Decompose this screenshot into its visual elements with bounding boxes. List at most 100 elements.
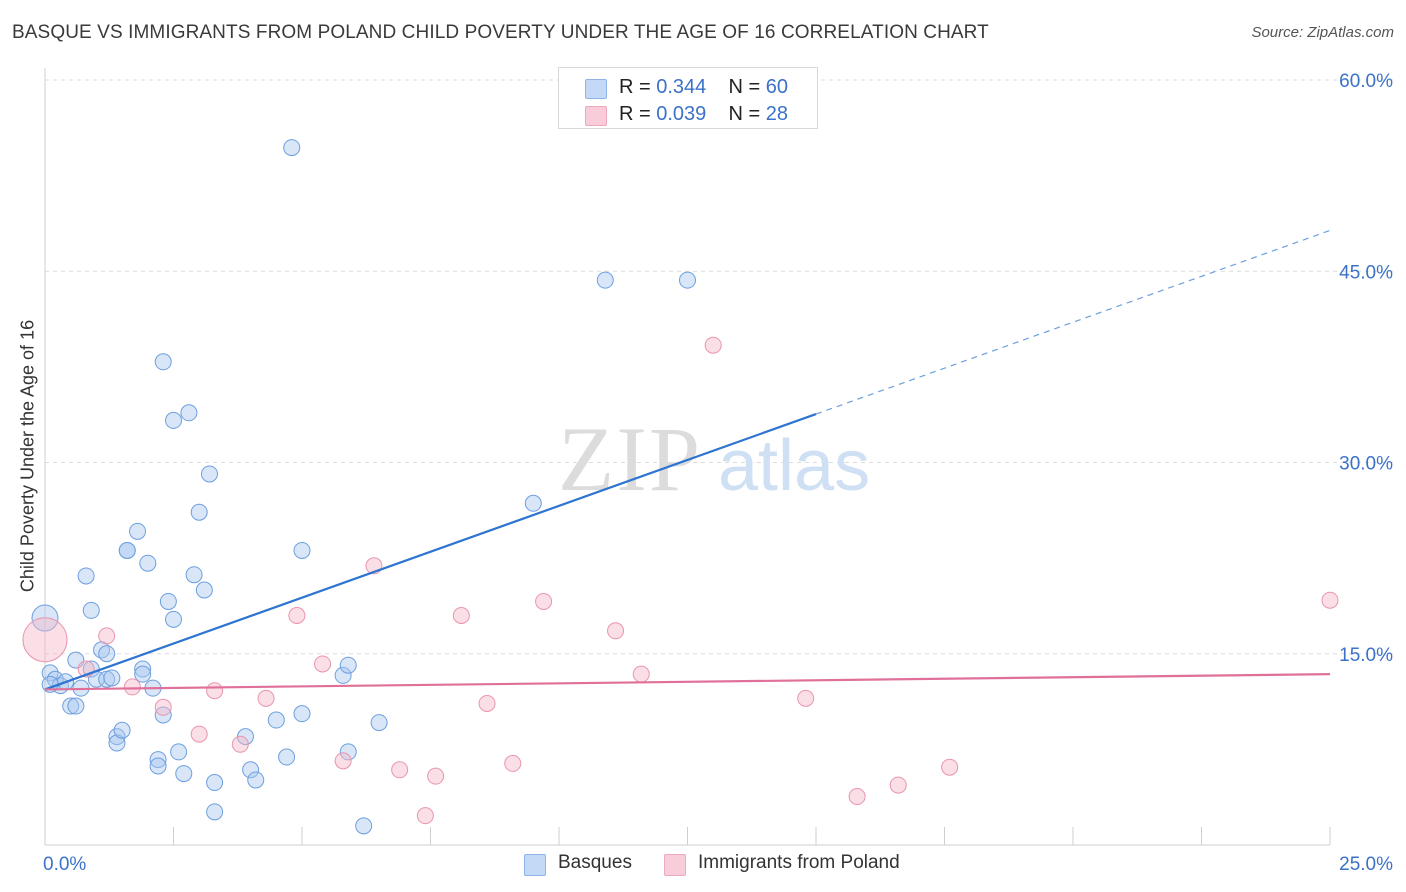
basques-point xyxy=(339,743,357,761)
legend-n-value-poland: 28 xyxy=(765,103,789,125)
basques-point xyxy=(206,803,224,821)
basques-point xyxy=(134,660,152,678)
basques-point xyxy=(293,541,311,559)
basques-point xyxy=(139,554,157,572)
poland-point xyxy=(848,788,866,806)
basques-point xyxy=(67,697,85,715)
poland-point xyxy=(314,655,332,673)
basques-point xyxy=(524,494,542,512)
poland-point xyxy=(504,754,522,772)
basques-point xyxy=(170,743,188,761)
basques-point xyxy=(149,751,167,769)
basques-point xyxy=(175,765,193,783)
basques-point xyxy=(134,665,152,683)
basques-point xyxy=(108,734,126,752)
basques-point xyxy=(180,404,198,422)
y-tick-label: 60.0% xyxy=(1339,71,1393,92)
basques-point xyxy=(195,581,213,599)
legend-n-label-basques: N = xyxy=(728,76,761,98)
y-tick-label: 30.0% xyxy=(1339,454,1393,475)
poland-point xyxy=(416,807,434,825)
legend-r-label-basques: R = xyxy=(619,76,651,98)
bottom-legend-label-poland: Immigrants from Poland xyxy=(698,852,900,873)
bottom-legend-swatch-poland xyxy=(664,854,686,876)
basques-trend-extension xyxy=(815,229,1331,415)
y-tick-label: 15.0% xyxy=(1339,645,1393,666)
poland-point xyxy=(535,592,553,610)
basques-point xyxy=(77,567,95,585)
watermark-atlas: atlas xyxy=(718,426,870,506)
basques-point xyxy=(339,656,357,674)
basques-point xyxy=(267,711,285,729)
basques-point xyxy=(149,757,167,775)
basques-point xyxy=(129,522,147,540)
bottom-legend-label-basques: Basques xyxy=(558,852,632,873)
poland-point xyxy=(1321,591,1339,609)
y-axis-label: Child Poverty Under the Age of 16 xyxy=(17,319,38,593)
legend-r-label-poland: R = xyxy=(619,103,651,125)
legend-n-label-poland: N = xyxy=(728,103,761,125)
basques-point xyxy=(190,503,208,521)
poland-point xyxy=(941,758,959,776)
basques-point xyxy=(103,669,121,687)
basques-point xyxy=(165,411,182,429)
basques-point xyxy=(113,721,131,739)
poland-point xyxy=(206,682,224,700)
basques-point xyxy=(679,271,696,289)
poland-point xyxy=(22,617,68,663)
basques-point xyxy=(159,592,177,610)
poland-point xyxy=(797,689,815,707)
basques-point xyxy=(98,645,116,663)
poland-trend-line xyxy=(44,673,1331,691)
basques-point xyxy=(247,771,265,789)
poland-point xyxy=(391,761,409,779)
basques-point xyxy=(355,817,373,835)
poland-point xyxy=(452,607,470,624)
x-tick-label-max: 25.0% xyxy=(1339,854,1393,875)
basques-point xyxy=(596,271,614,289)
basques-point xyxy=(370,714,388,732)
source-credit: Source: ZipAtlas.com xyxy=(1251,24,1394,41)
poland-point xyxy=(98,627,116,645)
basques-point xyxy=(242,761,260,779)
poland-point xyxy=(231,735,249,753)
poland-point xyxy=(704,336,722,354)
poland-point xyxy=(288,607,306,624)
poland-point xyxy=(257,689,275,707)
grid-layer xyxy=(45,79,1395,655)
bottom-legend-swatch-basques xyxy=(524,854,546,876)
poland-point xyxy=(334,752,352,770)
basques-trend-line xyxy=(44,413,817,691)
legend-swatch-poland xyxy=(585,106,607,126)
basques-point xyxy=(82,601,100,619)
basques-point xyxy=(283,139,301,157)
correlation-legend: R = 0.344 N = 60 R = 0.039 N = 28 xyxy=(558,67,818,129)
basques-point xyxy=(185,566,203,584)
watermark-zip: ZIP xyxy=(558,408,702,510)
poland-point xyxy=(889,776,907,794)
legend-r-value-poland: 0.039 xyxy=(656,103,707,125)
poland-point xyxy=(190,725,208,743)
poland-point xyxy=(478,694,496,712)
basques-point xyxy=(154,353,172,371)
legend-swatch-basques xyxy=(585,79,607,99)
basques-point xyxy=(206,774,224,792)
basques-point xyxy=(165,610,182,628)
poland-point xyxy=(607,622,625,640)
axes-layer xyxy=(44,68,1331,846)
basques-point xyxy=(62,697,80,715)
chart-title: BASQUE VS IMMIGRANTS FROM POLAND CHILD P… xyxy=(12,22,989,43)
trend-layer xyxy=(44,229,1331,691)
basques-point xyxy=(118,541,136,559)
poland-point xyxy=(427,767,445,785)
legend-n-value-basques: 60 xyxy=(765,76,789,98)
basques-point xyxy=(200,465,218,483)
legend-r-value-basques: 0.344 xyxy=(656,76,707,98)
basques-point xyxy=(334,666,352,684)
basques-point xyxy=(278,748,296,766)
poland-point xyxy=(154,698,172,716)
y-tick-label: 45.0% xyxy=(1339,262,1393,283)
tick-label-layer: 15.0% 30.0% 45.0% 60.0% 0.0% 25.0% xyxy=(43,71,1393,875)
x-tick-label-min: 0.0% xyxy=(43,854,86,875)
